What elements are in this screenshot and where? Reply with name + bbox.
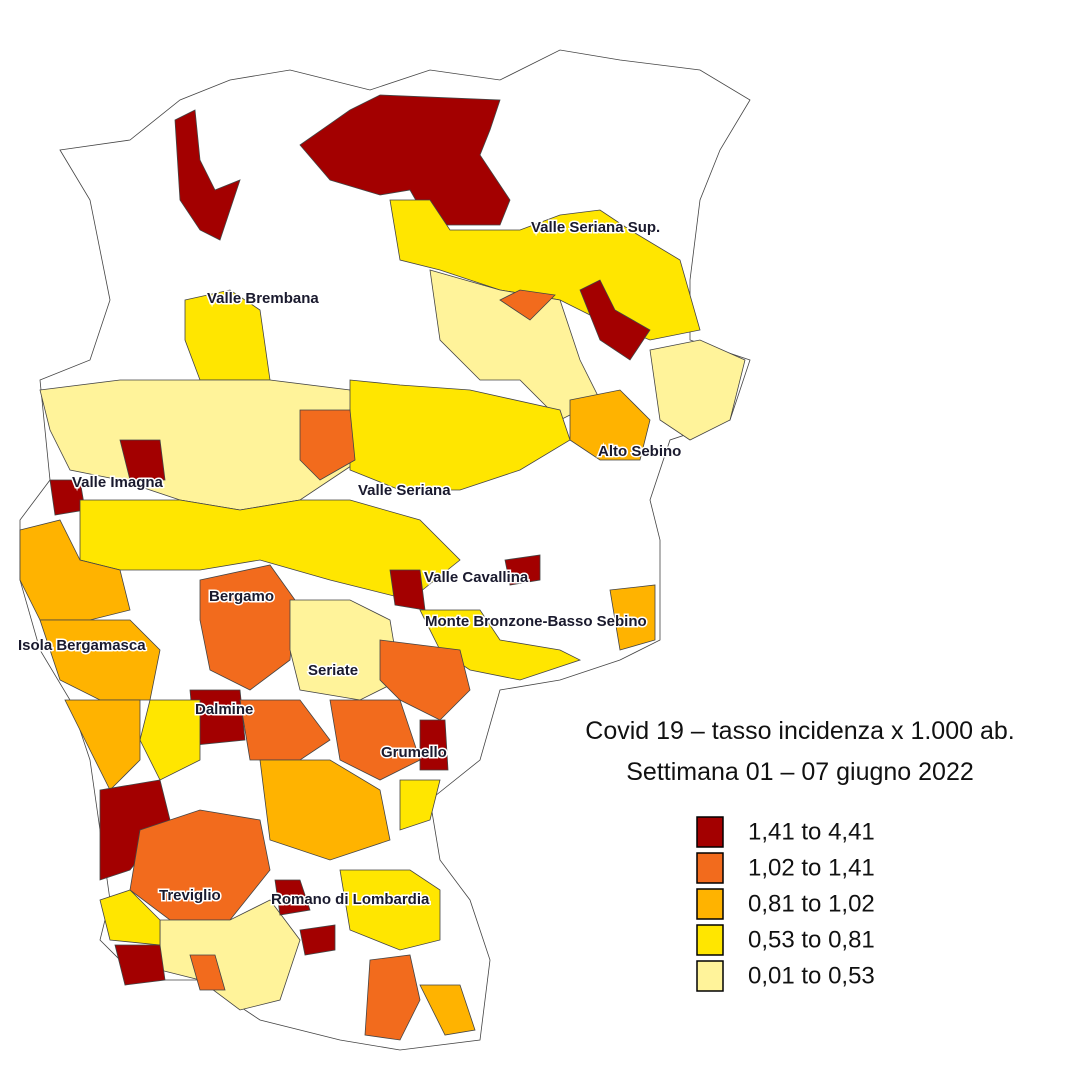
legend-swatch <box>696 816 724 848</box>
municipality <box>299 94 511 226</box>
area-label: Valle Seriana Sup. <box>531 219 660 236</box>
area-label: Treviglio <box>159 887 221 904</box>
municipality <box>609 584 656 651</box>
municipality <box>129 809 271 921</box>
legend-swatch <box>696 960 724 992</box>
municipality <box>199 564 296 691</box>
legend-label: 0,53 to 0,81 <box>748 926 875 953</box>
area-label: Valle Imagna <box>72 474 164 491</box>
municipality <box>159 899 301 1011</box>
legend-swatch <box>696 924 724 956</box>
area-label: Romano di Lombardia <box>271 891 430 908</box>
legend-swatch <box>696 852 724 884</box>
municipality <box>349 379 571 491</box>
subtitle: Settimana 01 – 07 giugno 2022 <box>626 758 974 786</box>
area-label: Isola Bergamasca <box>18 637 146 654</box>
municipality <box>174 109 241 241</box>
area-label: Monte Bronzone-Basso Sebino <box>425 613 647 630</box>
municipality <box>419 719 449 771</box>
municipality <box>299 409 356 481</box>
legend: 1,41 to 4,41 1,02 to 1,41 0,81 to 1,02 0,53… <box>696 816 875 992</box>
title: Covid 19 – tasso incidenza x 1.000 ab. <box>585 717 1014 745</box>
municipality <box>364 954 421 1041</box>
municipality <box>99 889 161 946</box>
municipality <box>119 439 166 481</box>
municipality <box>419 984 476 1036</box>
area-label: Seriate <box>308 662 358 679</box>
municipality <box>504 554 541 586</box>
area-label: Alto Sebino <box>598 443 681 460</box>
legend-label: 0,81 to 1,02 <box>748 890 875 917</box>
municipality <box>19 519 131 621</box>
municipality <box>114 944 166 986</box>
municipality <box>64 699 141 791</box>
municipality <box>79 499 461 601</box>
municipality <box>239 699 331 761</box>
municipality <box>139 699 201 781</box>
legend-label: 1,02 to 1,41 <box>748 854 875 881</box>
area-labels: Valle Seriana Sup. Valle Brembana Alto S… <box>17 218 683 910</box>
municipality <box>39 619 161 701</box>
municipality <box>299 924 336 956</box>
area-label: Valle Seriana <box>358 482 451 499</box>
municipality <box>259 759 391 861</box>
legend-swatch <box>696 888 724 920</box>
municipality <box>189 954 226 991</box>
area-label: Valle Cavallina <box>424 569 529 586</box>
municipality <box>339 869 441 951</box>
municipality <box>329 699 421 781</box>
legend-label: 0,01 to 0,53 <box>748 962 875 989</box>
municipality <box>389 199 701 341</box>
province <box>19 49 751 1051</box>
municipality <box>289 599 401 701</box>
municipality <box>569 389 651 461</box>
municipality <box>649 339 746 441</box>
area-label: Valle Brembana <box>207 290 319 307</box>
municipality <box>274 879 311 916</box>
legend-label: 1,41 to 4,41 <box>748 818 875 845</box>
area-label: Dalmine <box>195 701 253 718</box>
municipality <box>389 569 426 611</box>
area-label: Grumello <box>381 744 447 761</box>
municipality <box>579 279 651 361</box>
municipality <box>499 289 556 321</box>
area-label: Bergamo <box>209 588 274 605</box>
municipality <box>399 779 441 831</box>
